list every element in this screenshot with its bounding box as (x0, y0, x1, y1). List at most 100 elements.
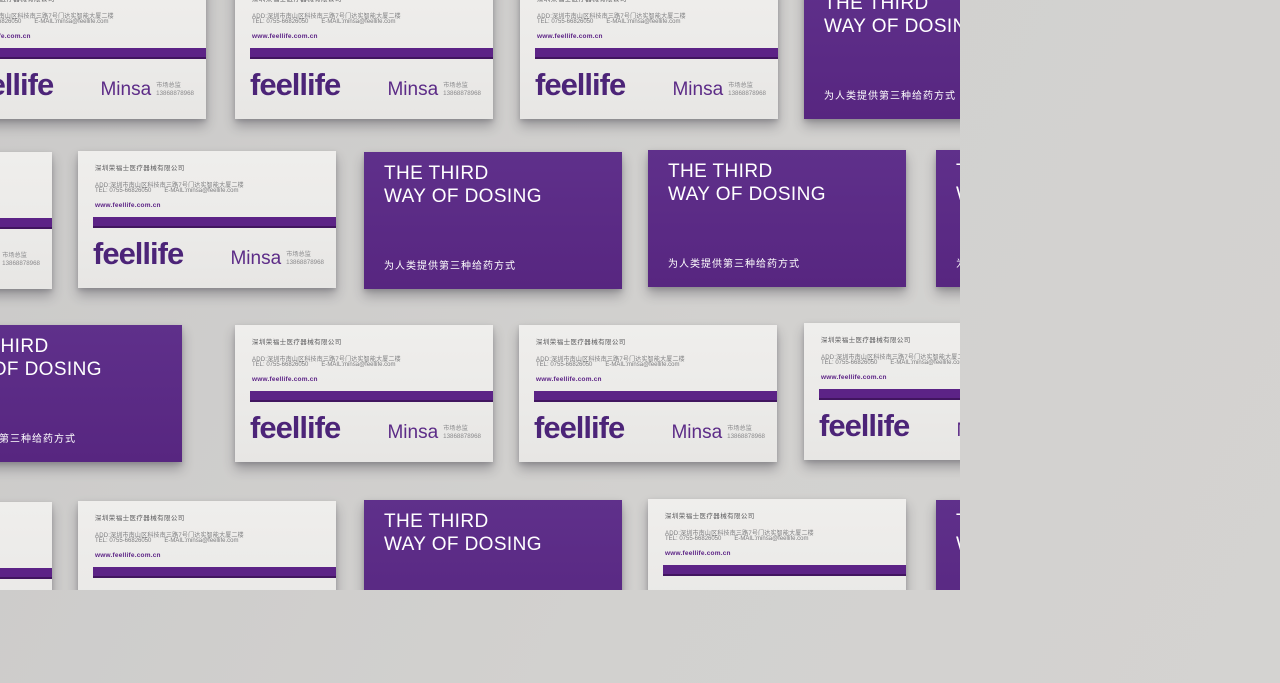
website-url: www.feellife.com.cn (252, 376, 318, 383)
person-block: Minsa 市场总监 13868878968 (672, 78, 766, 100)
tel-text: TEL: 0755-66826050 (821, 360, 878, 366)
person-title-phone: 市场总监 13868878968 (727, 425, 765, 441)
headline-line2: WAY OF DOSING (824, 16, 960, 37)
email-text: E-MAIL:minsa@feellife.com (734, 536, 809, 542)
card-footer: feellife Minsa 市场总监 13868878968 (250, 67, 481, 100)
business-card-front: 深圳荣福士医疗器械有限公司 ADD:深圳市南山区科技南三路7号门达实智能大厦二楼… (0, 152, 52, 289)
person-title: 市场总监 (443, 81, 468, 89)
headline-line2: WAY OF DOSING (384, 186, 542, 207)
business-card-front: 深圳荣福士医疗器械有限公司 ADD:深圳市南山区科技南三路7号门达实智能大厦二楼… (0, 0, 206, 119)
person-block: Minsa 市场总监 13868878968 (0, 252, 40, 270)
email-text: E-MAIL:minsa@feellife.com (890, 360, 960, 366)
business-card-back: THE THIRD WAY OF DOSING 为人类提供第三种给药方式 (936, 500, 960, 590)
person-phone: 13868878968 (443, 432, 481, 440)
contact-line: TEL: 0755-66826050 E-MAIL:minsa@feellife… (537, 19, 681, 25)
email-text: E-MAIL:minsa@feellife.com (605, 362, 680, 368)
company-name: 深圳荣福士医疗器械有限公司 (95, 165, 185, 172)
tel-text: TEL: 0755-66826050 (95, 188, 152, 194)
person-title-phone: 市场总监 13868878968 (728, 82, 766, 98)
purple-accent-band (93, 217, 336, 228)
contact-line: TEL: 0755-66826050 E-MAIL:minsa@feellife… (665, 536, 809, 542)
person-phone: 13868878968 (443, 89, 481, 97)
business-card-front: 深圳荣福士医疗器械有限公司 ADD:深圳市南山区科技南三路7号门达实智能大厦二楼… (235, 0, 493, 119)
card-footer: feellife Minsa 市场总监 13868878968 (93, 586, 324, 590)
contact-line: TEL: 0755-66826050 E-MAIL:minsa@feellife… (252, 19, 396, 25)
purple-accent-band (535, 48, 778, 59)
card-footer: feellife Minsa 市场总监 13868878968 (0, 67, 194, 100)
address-line: ADD:深圳市南山区科技南三路7号门达实智能大厦二楼 (0, 14, 114, 20)
card-footer: feellife Minsa 市场总监 13868878968 (819, 408, 960, 441)
address-line: ADD:深圳市南山区科技南三路7号门达实智能大厦二楼 (821, 355, 960, 361)
person-title: 市场总监 (2, 251, 27, 259)
person-phone: 13868878968 (728, 89, 766, 97)
website-url: www.feellife.com.cn (95, 202, 161, 209)
tel-text: TEL: 0755-66826050 (95, 538, 152, 544)
business-card-back: THE THIRD WAY OF DOSING 为人类提供第三种给药方式 (936, 150, 960, 287)
card-footer: feellife Minsa 市场总监 13868878968 (663, 584, 894, 590)
email-text: E-MAIL:minsa@feellife.com (164, 188, 239, 194)
purple-accent-band (0, 48, 206, 59)
headline: THE THIRD WAY OF DOSING (384, 162, 542, 208)
person-title: 市场总监 (443, 424, 468, 432)
address-line: ADD:深圳市南山区科技南三路7号门达实智能大厦二楼 (536, 357, 685, 363)
tagline: 为人类提供第三种给药方式 (824, 91, 956, 102)
card-footer: feellife Minsa 市场总监 13868878968 (535, 67, 766, 100)
contact-line: TEL: 0755-66826050 E-MAIL:minsa@feellife… (95, 188, 239, 194)
contact-line: TEL: 0755-66826050 E-MAIL:minsa@feellife… (536, 362, 680, 368)
website-url: www.feellife.com.cn (252, 33, 318, 40)
business-card-front: 深圳荣福士医疗器械有限公司 ADD:深圳市南山区科技南三路7号门达实智能大厦二楼… (520, 0, 778, 119)
business-card-front: 深圳荣福士医疗器械有限公司 ADD:深圳市南山区科技南三路7号门达实智能大厦二楼… (804, 323, 960, 460)
feellife-logotype: feellife (535, 67, 626, 102)
website-url: www.feellife.com.cn (537, 33, 603, 40)
business-card-front: 深圳荣福士医疗器械有限公司 ADD:深圳市南山区科技南三路7号门达实智能大厦二楼… (235, 325, 493, 462)
person-phone: 13868878968 (727, 432, 765, 440)
person-title-phone: 市场总监 13868878968 (2, 252, 40, 268)
website-url: www.feellife.com.cn (95, 552, 161, 559)
person-block: Minsa 市场总监 13868878968 (671, 421, 765, 443)
feellife-logotype: feellife (819, 408, 910, 443)
purple-accent-band (0, 568, 52, 579)
address-line: ADD:深圳市南山区科技南三路7号门达实智能大厦二楼 (95, 533, 244, 539)
feellife-logotype: feellife (93, 588, 184, 590)
contact-line: TEL: 0755-66826050 E-MAIL:minsa@feellife… (0, 19, 109, 25)
card-footer: feellife Minsa 市场总监 13868878968 (0, 237, 40, 270)
contact-line: TEL: 0755-66826050 E-MAIL:minsa@feellife… (252, 362, 396, 368)
contact-line: TEL: 0755-66826050 E-MAIL:minsa@feellife… (821, 360, 960, 366)
email-text: E-MAIL:minsa@feellife.com (321, 362, 396, 368)
headline-line1: THE THIRD (824, 0, 929, 14)
feellife-logotype: feellife (93, 236, 184, 271)
company-name: 深圳荣福士医疗器械有限公司 (0, 0, 55, 3)
person-block: Minsa 市场总监 13868878968 (230, 249, 324, 269)
company-name: 深圳荣福士医疗器械有限公司 (252, 339, 342, 346)
headline: THE THIRD WAY OF DOSING (956, 160, 960, 206)
tagline: 为人类提供第三种给药方式 (384, 261, 516, 272)
business-card-back: THE THIRD WAY OF DOSING 为人类提供第三种给药方式 (648, 150, 906, 287)
headline-line1: THE THIRD (956, 160, 960, 183)
business-card-front: 深圳荣福士医疗器械有限公司 ADD:深圳市南山区科技南三路7号门达实智能大厦二楼… (519, 325, 777, 462)
person-block: Minsa 市场总监 13868878968 (387, 423, 481, 443)
headline-line2: WAY OF DOSING (0, 359, 102, 380)
purple-accent-band (819, 389, 960, 400)
person-block: Minsa 市场总监 13868878968 (956, 421, 960, 441)
tagline: 为人类提供第三种给药方式 (956, 255, 960, 270)
email-text: E-MAIL:minsa@feellife.com (34, 19, 109, 25)
purple-accent-band (93, 567, 336, 578)
tel-text: TEL: 0755-66826050 (0, 19, 22, 25)
card-footer: feellife Minsa 市场总监 13868878968 (534, 410, 765, 443)
person-title: 市场总监 (727, 424, 752, 432)
feellife-logotype: feellife (0, 67, 54, 102)
company-name: 深圳荣福士医疗器械有限公司 (665, 513, 755, 520)
person-block: Minsa 市场总监 13868878968 (100, 80, 194, 100)
headline: THE THIRD WAY OF DOSING (0, 335, 102, 381)
feellife-logotype: feellife (250, 67, 341, 102)
headline-line2: WAY OF DOSING (668, 184, 826, 205)
email-text: E-MAIL:minsa@feellife.com (321, 19, 396, 25)
purple-accent-band (663, 565, 906, 576)
address-line: ADD:深圳市南山区科技南三路7号门达实智能大厦二楼 (665, 531, 814, 537)
contact-line: TEL: 0755-66826050 E-MAIL:minsa@feellife… (95, 538, 239, 544)
person-name: Minsa (671, 421, 723, 443)
tel-text: TEL: 0755-66826050 (252, 362, 309, 368)
purple-accent-band (0, 218, 52, 229)
person-name: Minsa (672, 78, 724, 100)
